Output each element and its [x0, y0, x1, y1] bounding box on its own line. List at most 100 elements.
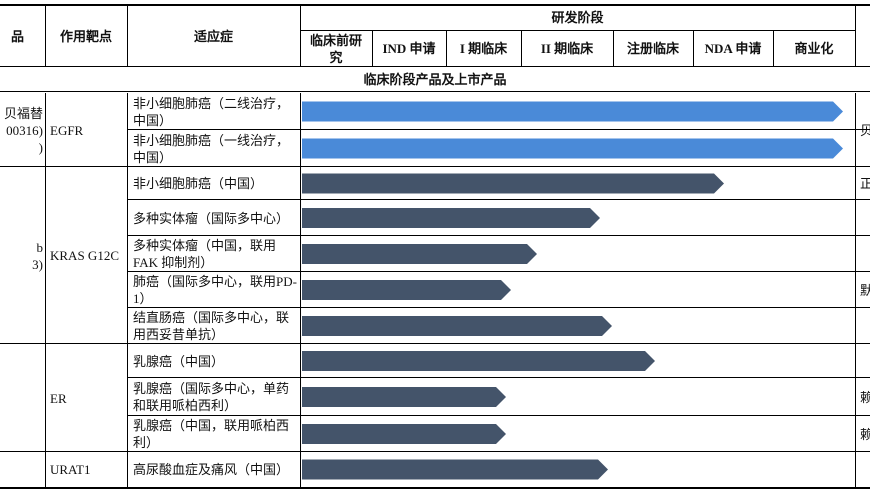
note-cell: 赖: [860, 416, 870, 452]
indication-cell: 多种实体瘤（中国，联用FAK 抑制剂）: [133, 236, 300, 272]
rule: [127, 307, 870, 308]
rule: [855, 93, 856, 167]
target-cell: KRAS G12C: [50, 167, 125, 344]
rule: [300, 452, 301, 487]
stage-header-text: 商业化: [794, 41, 834, 56]
indication-header: 适应症: [127, 5, 300, 67]
indication-cell: 非小细胞肺癌（二线治疗，中国）: [133, 93, 300, 130]
product-cell: b 3): [0, 167, 43, 344]
rule: [127, 93, 128, 167]
rule: [855, 452, 856, 487]
rule: [45, 452, 46, 487]
indication-cell: 非小细胞肺癌（一线治疗，中国）: [133, 130, 300, 167]
product-line: b: [36, 239, 44, 255]
rule: [127, 452, 128, 487]
indication-cell-text: 非小细胞肺癌（二线治疗，中国）: [133, 95, 290, 128]
indication-cell-text: 乳腺癌（中国，联用哌柏西利）: [133, 418, 290, 450]
indication-cell-text: 高尿酸血症及痛风（中国）: [133, 462, 290, 477]
target-cell: ER: [50, 344, 125, 452]
section-title-text: 临床阶段产品及上市产品: [363, 71, 507, 87]
product-line: 贝福替: [3, 105, 43, 121]
rule: [0, 487, 870, 489]
note-cell-text: 贝: [860, 122, 870, 138]
progress-arrow: [302, 101, 843, 122]
stage-header: IND 申请: [376, 30, 442, 67]
note-cell-text: 默: [860, 282, 870, 298]
rule: [773, 30, 774, 67]
rule: [0, 451, 870, 452]
progress-arrow: [302, 244, 537, 264]
indication-header-text: 适应症: [193, 28, 233, 44]
product-cell: 贝福替 00316)): [0, 93, 43, 167]
section-title: 临床阶段产品及上市产品: [0, 67, 870, 91]
target-cell: URAT1: [50, 452, 125, 487]
rule: [0, 4, 870, 6]
rule: [300, 30, 855, 31]
note-cell: 赖: [860, 378, 870, 416]
progress-arrow: [302, 173, 724, 194]
rule: [0, 91, 870, 92]
indication-cell: 乳腺癌（中国，联用哌柏西利）: [133, 416, 300, 452]
target-cell-text: KRAS G12C: [50, 248, 119, 263]
progress-arrow: [302, 138, 843, 159]
stage-header: NDA 申请: [697, 30, 769, 67]
progress-arrow: [302, 316, 612, 336]
rule: [127, 199, 870, 200]
target-header: 作用靶点: [45, 5, 127, 67]
product-line: 00316): [6, 122, 43, 138]
indication-cell-text: 多种实体瘤（中国，联用FAK 抑制剂）: [133, 238, 277, 270]
stage-header: I 期临床: [450, 30, 517, 67]
progress-arrow: [302, 424, 506, 444]
rule: [127, 377, 870, 378]
product-header-text: 品: [10, 28, 24, 44]
rule: [300, 93, 301, 167]
indication-cell-text: 乳腺癌（国际多中心，单药和联用哌柏西利）: [133, 381, 290, 413]
indication-cell: 高尿酸血症及痛风（中国）: [133, 452, 300, 487]
stage-header-text: I 期临床: [459, 41, 508, 56]
indication-cell-text: 肺癌（国际多中心，联用PD-1）: [133, 274, 297, 306]
rule: [0, 166, 870, 167]
indication-cell: 结直肠癌（国际多中心，联用西妥昔单抗）: [133, 308, 300, 344]
note-cell-text: 赖: [860, 426, 870, 442]
indication-cell: 肺癌（国际多中心，联用PD-1）: [133, 272, 300, 308]
progress-arrow: [302, 459, 608, 480]
indication-cell-text: 多种实体瘤（国际多中心）: [133, 210, 290, 226]
progress-arrow: [302, 280, 511, 300]
rule: [446, 30, 447, 67]
indication-cell-text: 非小细胞肺癌（一线治疗，中国）: [133, 132, 290, 165]
stage-header: 临床前研究: [304, 30, 368, 67]
rule: [521, 30, 522, 67]
indication-cell-text: 乳腺癌（中国）: [133, 353, 225, 369]
stage-header-text: 临床前研究: [309, 32, 362, 65]
stage-header-text: IND 申请: [382, 41, 436, 56]
indication-cell: 乳腺癌（国际多中心，单药和联用哌柏西利）: [133, 378, 300, 416]
note-cell: 默: [860, 272, 870, 308]
rule: [127, 344, 128, 452]
product-header: 品: [0, 5, 45, 67]
target-cell-text: EGFR: [50, 122, 84, 138]
stage-header: 商业化: [777, 30, 851, 67]
rule: [855, 344, 856, 452]
note-cell: 正: [860, 167, 870, 200]
rule: [127, 271, 870, 272]
target-header-text: 作用靶点: [59, 28, 112, 44]
target-cell: EGFR: [50, 93, 125, 167]
rule: [0, 343, 870, 344]
indication-cell-text: 结直肠癌（国际多中心，联用西妥昔单抗）: [133, 310, 290, 342]
note-cell-text: 赖: [860, 389, 870, 405]
rule: [300, 167, 301, 344]
target-cell-text: ER: [50, 390, 67, 406]
indication-cell: 乳腺癌（中国）: [133, 344, 300, 378]
progress-arrow: [302, 351, 655, 371]
indication-cell: 非小细胞肺癌（中国）: [133, 167, 300, 200]
note-cell-text: 正: [860, 176, 870, 191]
rule: [127, 167, 128, 344]
indication-cell: 多种实体瘤（国际多中心）: [133, 200, 300, 236]
rule: [127, 5, 128, 67]
rule: [300, 5, 301, 67]
rule: [45, 344, 46, 452]
progress-arrow: [302, 387, 506, 407]
rule: [300, 344, 301, 452]
indication-cell-text: 非小细胞肺癌（中国）: [133, 176, 264, 191]
